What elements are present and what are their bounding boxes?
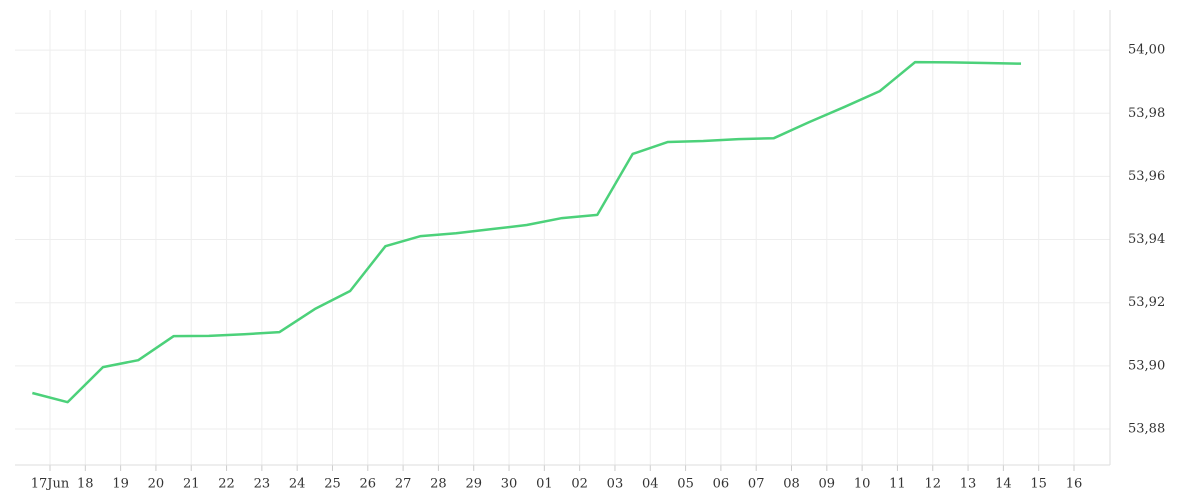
x-tick-label: 01 <box>536 477 553 492</box>
y-tick-label: 53,92 <box>1128 295 1165 310</box>
x-tick-label: 15 <box>1030 477 1047 492</box>
x-tick-label: 22 <box>218 477 235 492</box>
x-tick-label: 16 <box>1066 477 1083 492</box>
x-tick-label: 29 <box>465 477 482 492</box>
y-tick-label: 53,94 <box>1128 232 1165 247</box>
x-tick-label: 06 <box>713 477 730 492</box>
x-tick-label: 12 <box>924 477 941 492</box>
x-tick-label: 19 <box>112 477 129 492</box>
x-tick-label: 17Jun <box>31 477 70 492</box>
x-tick-label: 10 <box>854 477 871 492</box>
y-tick-label: 54,00 <box>1128 43 1165 58</box>
y-tick-label: 53,90 <box>1128 358 1165 373</box>
x-tick-label: 14 <box>995 477 1012 492</box>
y-tick-label: 53,98 <box>1128 106 1165 121</box>
x-tick-label: 26 <box>360 477 377 492</box>
x-tick-label: 21 <box>183 477 200 492</box>
x-tick-label: 30 <box>501 477 518 492</box>
y-tick-label: 53,88 <box>1128 422 1165 437</box>
x-tick-label: 23 <box>254 477 271 492</box>
x-tick-label: 05 <box>677 477 694 492</box>
x-tick-label: 27 <box>395 477 412 492</box>
x-tick-label: 24 <box>289 477 306 492</box>
y-tick-label: 53,96 <box>1128 169 1165 184</box>
x-tick-label: 09 <box>819 477 836 492</box>
x-tick-label: 02 <box>571 477 588 492</box>
x-tick-label: 04 <box>642 477 659 492</box>
x-tick-label: 18 <box>77 477 94 492</box>
x-tick-label: 20 <box>148 477 165 492</box>
x-tick-label: 08 <box>783 477 800 492</box>
x-tick-label: 07 <box>748 477 765 492</box>
x-tick-label: 13 <box>960 477 977 492</box>
line-series <box>32 60 1022 404</box>
x-tick-label: 11 <box>889 477 906 492</box>
x-tick-label: 28 <box>430 477 447 492</box>
x-tick-label: 25 <box>324 477 341 492</box>
x-tick-label: 03 <box>607 477 624 492</box>
